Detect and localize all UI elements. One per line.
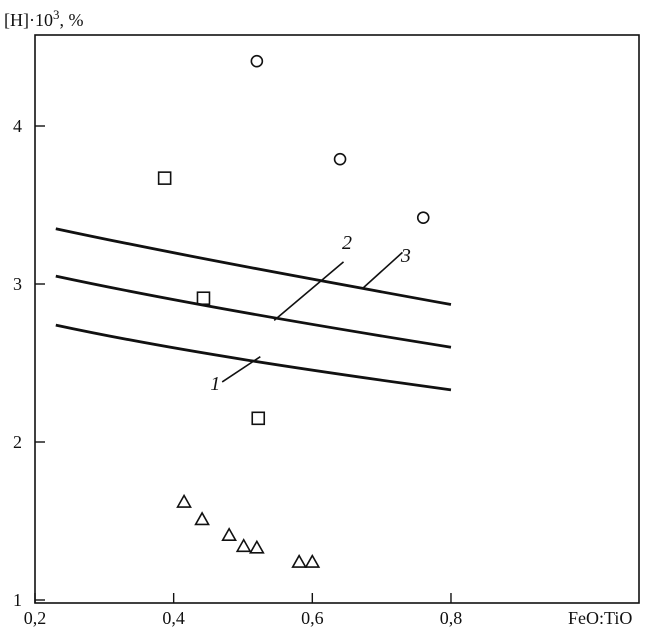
y-tick-label: 2 xyxy=(13,432,22,452)
triangle-point xyxy=(176,493,192,508)
square-point xyxy=(157,171,172,185)
triangle-point xyxy=(221,527,237,542)
square-point xyxy=(251,411,266,426)
circle-point xyxy=(250,54,264,68)
x-tick-label: 0,8 xyxy=(440,608,463,628)
curve-leader-line xyxy=(221,356,261,383)
y-axis-title: [H]·103, % xyxy=(4,7,83,30)
curve-label: 3 xyxy=(400,245,411,267)
triangle-point xyxy=(304,553,321,568)
data-points xyxy=(157,54,430,568)
y-tick-label: 4 xyxy=(13,116,22,136)
curve-leader-line xyxy=(273,261,345,321)
x-axis-title: FeO:TiO xyxy=(568,608,632,628)
curve-label: 1 xyxy=(210,373,220,395)
x-tick-label: 0,4 xyxy=(162,608,185,628)
plot-frame xyxy=(34,34,640,604)
curve-line xyxy=(55,274,452,349)
circle-point xyxy=(333,152,347,166)
curve-line xyxy=(55,227,452,306)
tick-labels: 0,2 0,4 0,6 0,8 1 2 3 4 xyxy=(13,116,462,628)
circle-point xyxy=(416,211,430,224)
triangle-point xyxy=(194,511,210,526)
x-tick-label: 0,2 xyxy=(24,608,47,628)
y-tick-label: 1 xyxy=(13,590,22,610)
triangle-point xyxy=(248,539,265,554)
axis-ticks xyxy=(34,125,452,603)
curve-label: 2 xyxy=(342,232,352,254)
y-tick-label: 3 xyxy=(13,274,22,294)
regression-curves: 1 2 3 xyxy=(55,227,452,395)
triangle-point xyxy=(235,538,252,553)
x-tick-label: 0,6 xyxy=(301,608,324,628)
curve-leader-line xyxy=(361,251,403,290)
curve-line xyxy=(55,323,452,392)
triangle-point xyxy=(291,553,308,568)
square-point xyxy=(196,291,211,306)
